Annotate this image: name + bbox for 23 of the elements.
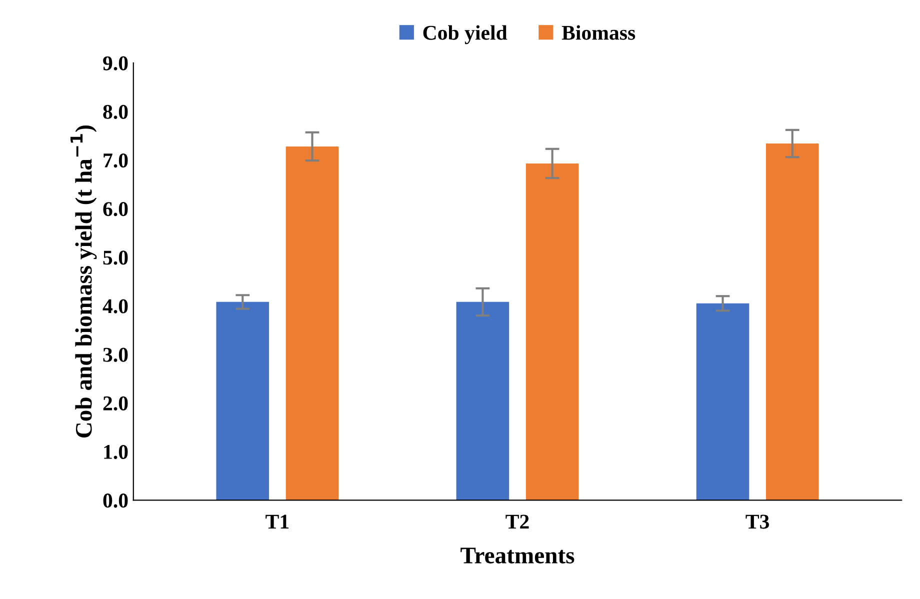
legend-label: Cob yield bbox=[423, 25, 508, 44]
y-tick-label: 9.0 bbox=[103, 56, 128, 70]
y-tick-label: 2.0 bbox=[103, 396, 128, 411]
bar bbox=[696, 303, 750, 500]
y-tick-label: 1.0 bbox=[104, 444, 128, 460]
y-axis-title: Cob and biomass yield (t ha$^{−1}$) bbox=[70, 126, 97, 438]
bar bbox=[286, 146, 339, 500]
x-tick-label: T1 bbox=[266, 514, 289, 529]
y-tick-label: 0.0 bbox=[103, 494, 128, 508]
y-tick-label: 3.0 bbox=[103, 348, 128, 362]
y-tick-label: 7.0 bbox=[104, 153, 128, 168]
y-tick-label: 6.0 bbox=[103, 202, 128, 216]
legend-label: Biomass bbox=[562, 25, 636, 40]
x-tick-label: T3 bbox=[746, 514, 770, 529]
bar bbox=[766, 144, 819, 500]
bar bbox=[456, 302, 510, 500]
x-axis-title: Treatments bbox=[460, 548, 574, 564]
bar bbox=[216, 302, 270, 500]
y-tick-label: 4.0 bbox=[102, 299, 128, 314]
x-tick-label: T2 bbox=[506, 514, 529, 529]
y-tick-label: 5.0 bbox=[103, 250, 128, 265]
y-tick-label: 8.0 bbox=[103, 104, 128, 120]
bar bbox=[526, 163, 579, 500]
